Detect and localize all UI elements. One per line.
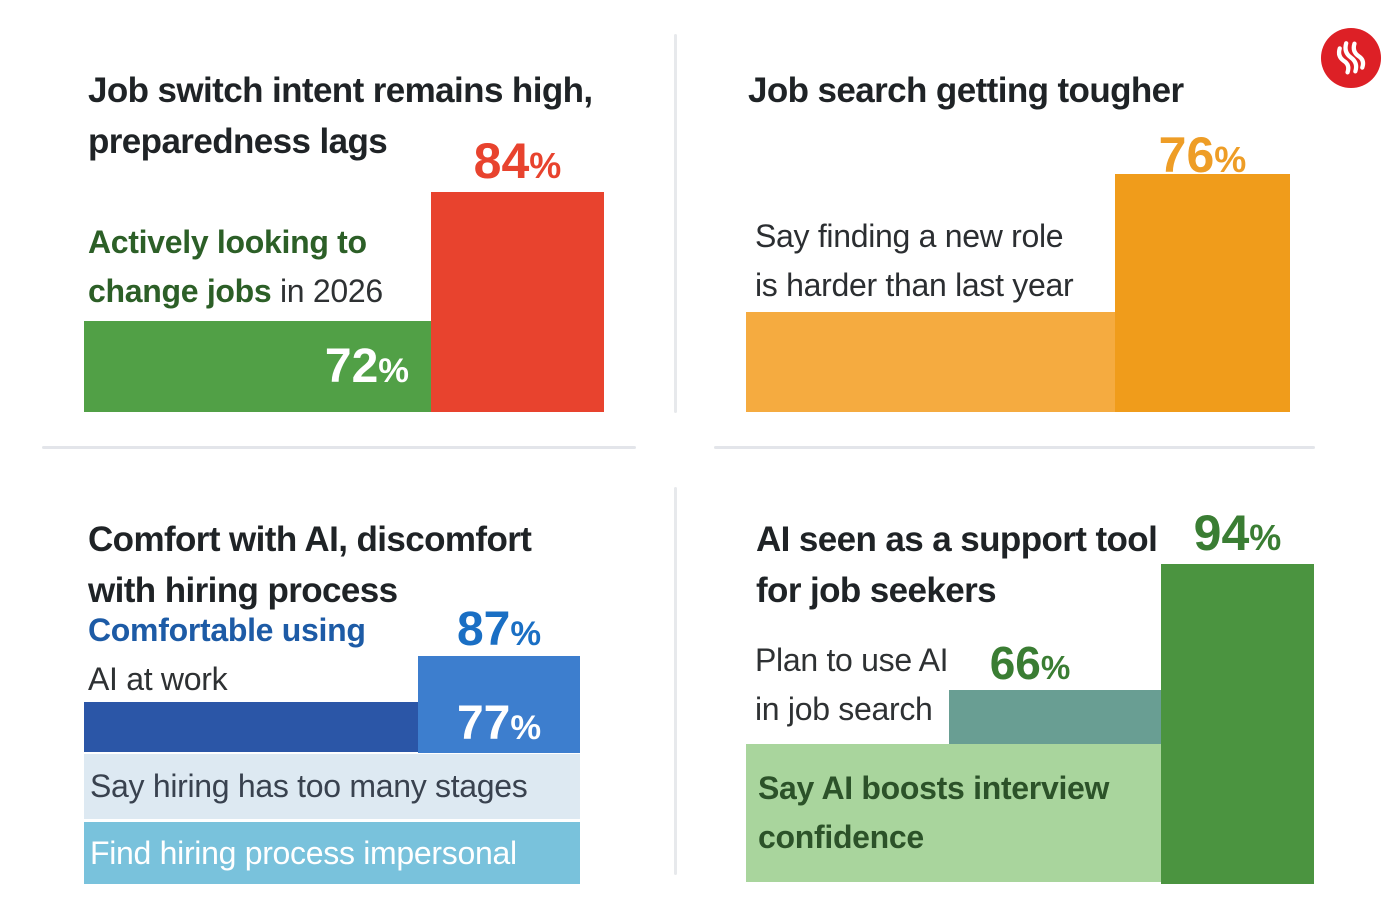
bar-label-actively-looking: Actively looking to change jobs in 2026 (88, 224, 383, 309)
divider-horizontal-right (714, 446, 1315, 449)
bar-green-vertical-94 (1161, 564, 1314, 884)
bar-red-84 (431, 192, 604, 412)
value-label-87: 87% (456, 603, 542, 656)
bar-orange-horizontal (746, 312, 1115, 412)
panel-title: Job switch intent remains high, prepared… (88, 65, 593, 167)
panel-title: Comfort with AI, discomfort with hiring … (88, 520, 532, 611)
divider-vertical-bottom (674, 487, 677, 875)
bar-teal-66 (949, 690, 1161, 744)
bar-orange-vertical-76 (1115, 174, 1290, 412)
value-label-72: 72% (324, 340, 409, 393)
strip-too-many-stages: Say hiring has too many stages (84, 754, 580, 819)
bar-green-72: 72% (84, 321, 431, 412)
bar-blue-vertical-87 (418, 656, 580, 753)
bar-blue-dark-horizontal-77 (84, 702, 418, 752)
title-line-1: Job switch intent remains high, (88, 71, 593, 111)
value-label-66: 66% (989, 637, 1071, 689)
bar-label-comfortable-ai: Comfortable using AI at work (88, 612, 366, 697)
indian-express-logo-icon (1320, 27, 1382, 89)
strip-ai-boosts-confidence: Say AI boosts interview confidence (746, 744, 1161, 882)
divider-horizontal-left (42, 446, 636, 449)
value-label-94: 94% (1193, 505, 1282, 561)
value-label-77: 77% (456, 697, 542, 750)
divider-vertical-top (674, 34, 677, 413)
value-label-84: 84% (473, 133, 562, 189)
value-label-76: 76% (1158, 127, 1247, 183)
strip-hiring-impersonal: Find hiring process impersonal (84, 822, 580, 884)
panel-title: Job search getting tougher (748, 71, 1184, 111)
bar-label-finding-role: Say finding a new role is harder than la… (755, 218, 1074, 303)
panel-title: AI seen as a support tool for job seeker… (756, 520, 1158, 611)
title-line-2: preparedness lags (88, 122, 388, 162)
bar-label-plan-to-use-ai: Plan to use AI in job search (755, 642, 949, 727)
